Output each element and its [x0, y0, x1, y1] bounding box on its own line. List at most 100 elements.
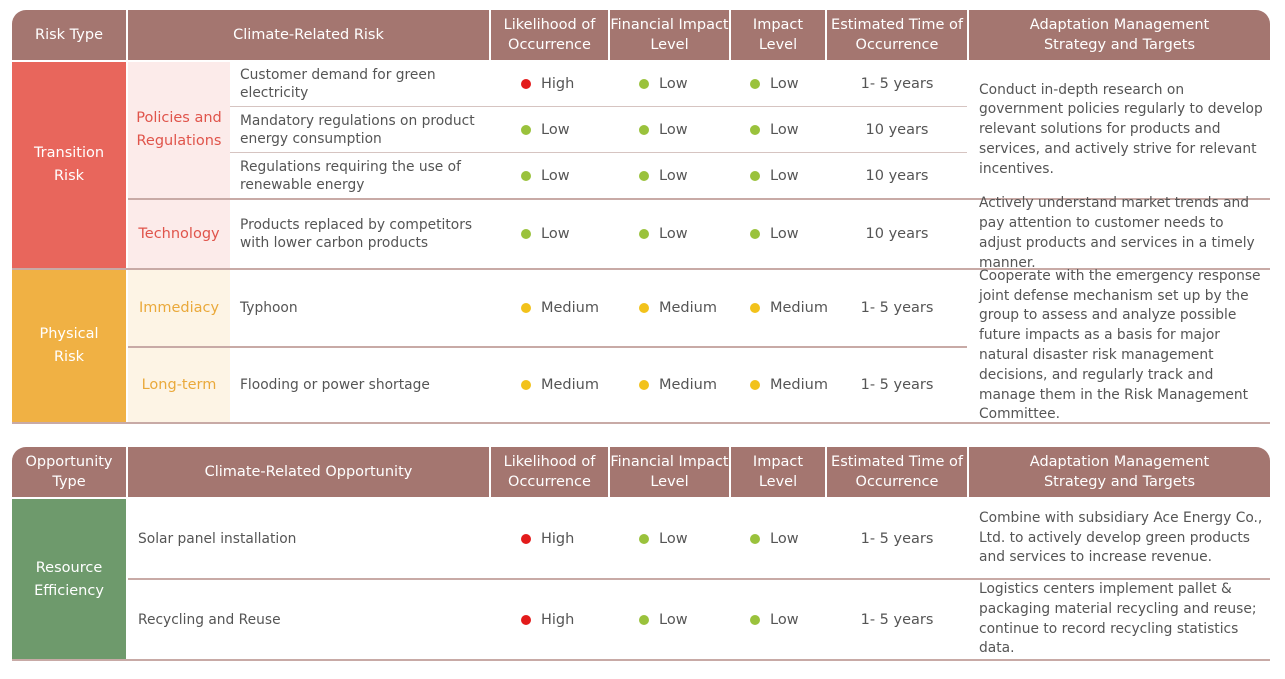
likelihood-cell: Medium — [521, 348, 599, 422]
time-cell: 10 years — [865, 167, 929, 184]
risk-header-likelihood: Likelihood of Occurrence — [491, 10, 608, 60]
low-level-dot — [750, 124, 760, 135]
row-divider — [128, 578, 1270, 580]
table-bottom-border — [12, 659, 1270, 661]
high-level-dot — [521, 79, 531, 89]
medium-level-dot — [521, 303, 531, 313]
strategy-technology: Actively understand market trends and pa… — [979, 195, 1255, 271]
high-level-dot — [521, 614, 531, 625]
low-level-dot — [639, 124, 649, 135]
risk-header-time: Estimated Time of Occurrence — [827, 10, 967, 60]
financial-cell: Low — [639, 153, 688, 198]
table-bottom-border — [12, 422, 1270, 424]
low-level-dot — [750, 170, 760, 181]
low-level-dot — [639, 229, 649, 239]
low-level-dot — [521, 124, 531, 135]
impact-cell: Medium — [750, 348, 828, 422]
medium-level-dot — [639, 303, 649, 313]
opportunity-table: Opportunity Type Climate-Related Opportu… — [0, 440, 1285, 670]
time-cell: 1- 5 years — [860, 377, 934, 393]
financial-cell: Low — [639, 580, 688, 659]
financial-cell: Low — [639, 107, 688, 152]
risk-header-financial: Financial Impact Level — [610, 10, 729, 60]
category-transition-risk: Transition Risk — [12, 62, 126, 268]
subcategory-policies: Policies and Regulations — [128, 62, 230, 198]
risk-description: Flooding or power shortage — [240, 377, 430, 393]
strategy-recycling: Logistics centers implement pallet & pac… — [979, 580, 1257, 657]
risk-header-strategy: Adaptation Management Strategy and Targe… — [969, 10, 1270, 60]
category-resource-efficiency: Resource Efficiency — [12, 499, 126, 660]
risk-description: Products replaced by competitors with lo… — [240, 217, 473, 251]
row-divider — [230, 152, 967, 153]
medium-level-dot — [639, 380, 649, 390]
low-level-dot — [750, 229, 760, 239]
likelihood-cell: Medium — [521, 270, 599, 346]
high-level-dot — [521, 533, 531, 544]
opp-header-time: Estimated Time of Occurrence — [827, 447, 967, 497]
likelihood-cell: High — [521, 499, 574, 578]
subcategory-technology: Technology — [128, 200, 230, 268]
likelihood-cell: Low — [521, 200, 570, 268]
row-divider — [230, 106, 967, 107]
risk-description: Regulations requiring the use of renewab… — [240, 158, 461, 193]
strategy-policies: Conduct in-depth research on government … — [979, 81, 1263, 177]
low-level-dot — [750, 79, 760, 89]
likelihood-cell: High — [521, 62, 574, 106]
likelihood-cell: High — [521, 580, 574, 659]
strategy-solar: Combine with subsidiary Ace Energy Co., … — [979, 509, 1263, 566]
row-divider — [128, 198, 1270, 200]
opportunity-description: Recycling and Reuse — [138, 611, 281, 628]
low-level-dot — [639, 79, 649, 89]
time-cell: 1- 5 years — [860, 76, 934, 92]
low-level-dot — [639, 614, 649, 625]
financial-cell: Medium — [639, 270, 717, 346]
risk-header-type: Risk Type — [12, 10, 126, 60]
low-level-dot — [750, 533, 760, 544]
impact-cell: Low — [750, 580, 799, 659]
opp-header-financial: Financial Impact Level — [610, 447, 729, 497]
strategy-physical: Cooperate with the emergency response jo… — [979, 267, 1261, 423]
opp-header-strategy: Adaptation Management Strategy and Targe… — [969, 447, 1270, 497]
risk-header-impact: Impact Level — [731, 10, 825, 60]
impact-cell: Low — [750, 200, 799, 268]
risk-table: Risk Type Climate-Related Risk Likelihoo… — [12, 10, 1270, 424]
impact-cell: Low — [750, 107, 799, 152]
medium-level-dot — [750, 380, 760, 390]
low-level-dot — [750, 614, 760, 625]
low-level-dot — [521, 170, 531, 181]
risk-header-climate: Climate-Related Risk — [128, 10, 489, 60]
low-level-dot — [521, 229, 531, 239]
row-divider — [12, 268, 1270, 270]
medium-level-dot — [521, 380, 531, 390]
opp-header-climate: Climate-Related Opportunity — [128, 447, 489, 497]
low-level-dot — [639, 170, 649, 181]
time-cell: 1- 5 years — [860, 530, 934, 547]
low-level-dot — [639, 533, 649, 544]
risk-description: Typhoon — [240, 300, 298, 316]
time-cell: 10 years — [865, 226, 929, 242]
impact-cell: Low — [750, 62, 799, 106]
impact-cell: Low — [750, 153, 799, 198]
risk-description: Mandatory regulations on product energy … — [240, 112, 475, 147]
subcategory-longterm: Long-term — [128, 348, 230, 422]
time-cell: 1- 5 years — [860, 611, 934, 628]
medium-level-dot — [750, 303, 760, 313]
opp-header-likelihood: Likelihood of Occurrence — [491, 447, 608, 497]
impact-cell: Low — [750, 499, 799, 578]
opp-header-impact: Impact Level — [731, 447, 825, 497]
financial-cell: Medium — [639, 348, 717, 422]
likelihood-cell: Low — [521, 153, 570, 198]
time-cell: 1- 5 years — [860, 300, 934, 316]
impact-cell: Medium — [750, 270, 828, 346]
opp-header-type: Opportunity Type — [12, 447, 126, 497]
financial-cell: Low — [639, 200, 688, 268]
financial-cell: Low — [639, 499, 688, 578]
subcategory-immediacy: Immediacy — [128, 270, 230, 346]
risk-description: Customer demand for green electricity — [240, 67, 436, 101]
category-physical-risk: Physical Risk — [12, 270, 126, 422]
likelihood-cell: Low — [521, 107, 570, 152]
financial-cell: Low — [639, 62, 688, 106]
time-cell: 10 years — [865, 121, 929, 138]
row-divider — [128, 346, 967, 348]
opportunity-description: Solar panel installation — [138, 530, 297, 547]
